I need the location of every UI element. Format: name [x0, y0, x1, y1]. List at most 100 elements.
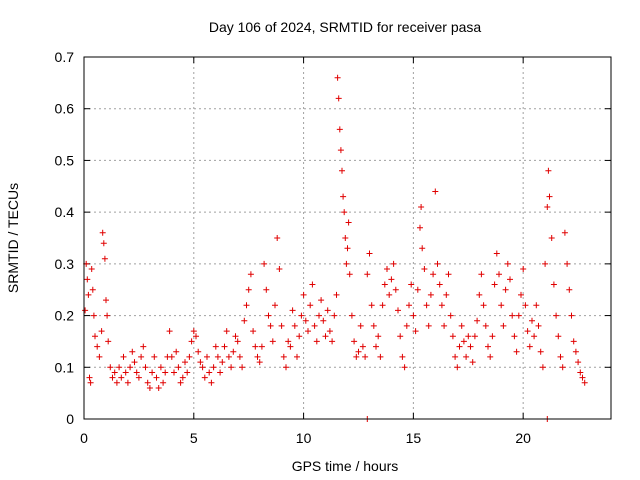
y-tick-label: 0.2 [55, 308, 75, 324]
data-point [133, 369, 140, 376]
data-point [173, 348, 180, 355]
data-point [89, 286, 96, 293]
data-point [454, 364, 461, 371]
x-axis-label: GPS time / hours [292, 458, 399, 474]
data-point [425, 322, 432, 329]
data-point [434, 260, 441, 267]
data-point [375, 333, 382, 340]
data-point [88, 266, 95, 272]
data-point [482, 322, 489, 329]
data-point [168, 353, 175, 360]
data-point [487, 353, 494, 360]
data-point [520, 266, 527, 272]
data-point [445, 271, 452, 278]
data-point [423, 302, 430, 309]
data-point [438, 302, 445, 309]
data-point [537, 348, 544, 355]
data-point [193, 333, 199, 340]
y-tick-label: 0.1 [55, 359, 75, 375]
data-point [368, 302, 375, 309]
data-point [272, 302, 278, 309]
data-point [343, 260, 350, 267]
data-point [100, 240, 107, 247]
data-point [403, 322, 410, 329]
data-point [146, 385, 153, 391]
data-point [199, 364, 206, 371]
data-point [261, 260, 268, 267]
data-point [287, 343, 294, 350]
data-point [476, 291, 483, 298]
data-point [526, 343, 533, 350]
data-point [86, 374, 93, 381]
x-tick-label: 20 [515, 430, 531, 446]
data-point [399, 353, 406, 360]
data-point [234, 338, 241, 345]
data-point [524, 328, 531, 335]
data-point [258, 343, 265, 350]
data-point [353, 353, 360, 360]
data-point [342, 235, 349, 241]
data-point [291, 322, 298, 329]
data-point [101, 255, 108, 262]
data-point [294, 353, 300, 360]
data-point [245, 286, 252, 293]
data-point [109, 374, 116, 381]
data-point [157, 364, 164, 371]
data-point [386, 291, 393, 298]
data-point [340, 193, 347, 200]
data-point [364, 271, 371, 278]
data-point [212, 343, 219, 350]
data-point [447, 312, 454, 319]
data-point [568, 312, 575, 319]
data-point [522, 302, 529, 309]
data-point [561, 229, 568, 236]
plot-frame [83, 56, 612, 420]
data-point [502, 286, 509, 293]
data-point [335, 95, 342, 102]
data-point [544, 204, 551, 210]
data-point [263, 286, 270, 293]
data-point [239, 364, 246, 371]
data-point [366, 250, 373, 257]
data-point [564, 260, 571, 267]
data-point [94, 343, 101, 350]
data-point [171, 369, 177, 376]
data-point [345, 219, 352, 226]
data-point [529, 317, 535, 324]
data-point [469, 359, 476, 366]
y-tick-label: 0.4 [55, 204, 75, 220]
data-point [579, 374, 586, 381]
data-point [140, 343, 147, 350]
data-point [311, 322, 318, 329]
y-tick-label: 0.3 [55, 256, 75, 272]
data-point [138, 353, 145, 360]
data-point [217, 369, 224, 376]
data-point [296, 333, 303, 340]
data-point [92, 333, 98, 340]
data-point [175, 364, 182, 371]
data-point [305, 328, 311, 335]
data-point [397, 333, 404, 340]
data-point [254, 353, 261, 360]
y-tick-label: 0.5 [55, 152, 75, 168]
data-point [90, 312, 97, 319]
x-tick-label: 0 [80, 430, 88, 446]
y-axis-label: SRMTID / TECUs [5, 183, 21, 293]
data-point [575, 359, 582, 366]
data-point [351, 338, 358, 345]
x-tick-label: 10 [296, 430, 312, 446]
data-point [381, 281, 388, 288]
data-point [252, 343, 259, 350]
data-point [566, 286, 573, 293]
data-point [436, 281, 443, 288]
data-point [98, 328, 105, 335]
data-point [177, 379, 184, 386]
data-point [581, 379, 588, 386]
data-point [406, 302, 412, 309]
grid-layer [84, 57, 611, 419]
data-point [412, 328, 419, 335]
x-tick-label: 5 [190, 430, 198, 446]
data-point [362, 353, 369, 360]
data-point [151, 353, 158, 360]
data-point [478, 271, 485, 278]
